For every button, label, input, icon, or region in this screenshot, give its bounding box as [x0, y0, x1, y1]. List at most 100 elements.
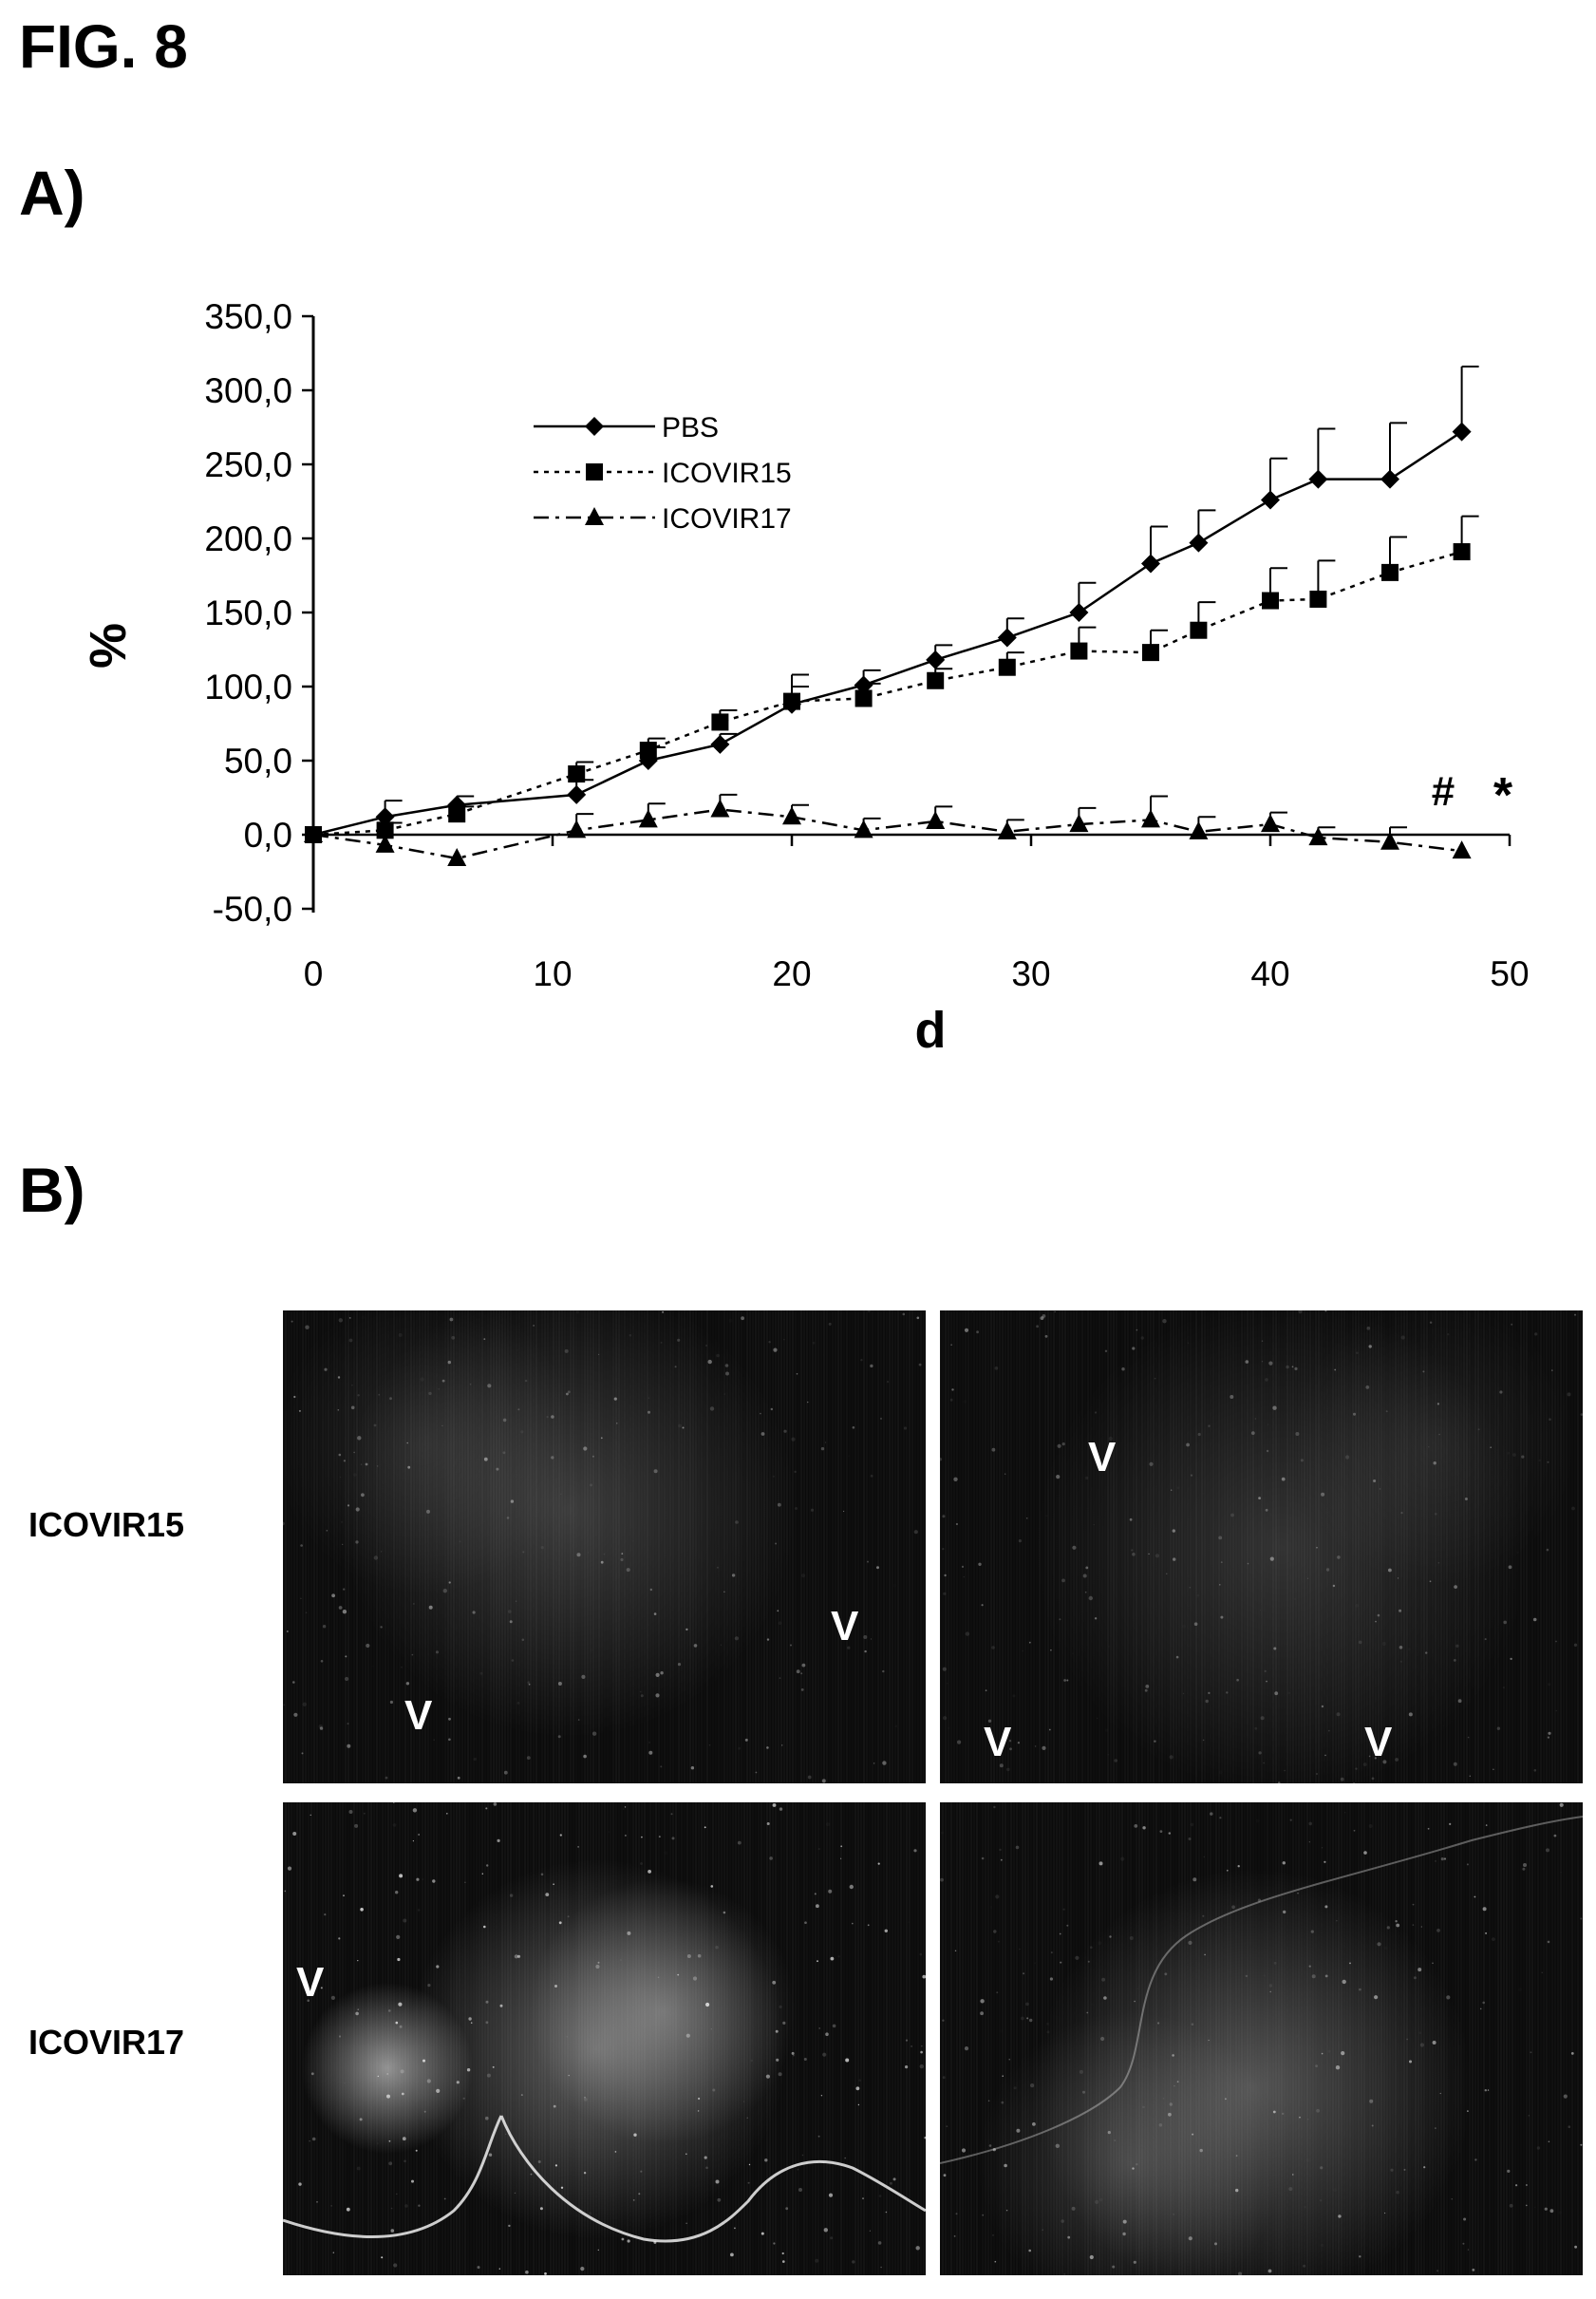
speckle	[1482, 1907, 1487, 1912]
speckle	[343, 1894, 345, 1897]
speckle	[533, 1325, 535, 1327]
speckle	[1522, 1867, 1526, 1871]
tissue-glow	[283, 1310, 577, 1595]
speckle	[1084, 1591, 1087, 1593]
y-tick-label: 50,0	[224, 742, 292, 781]
speckle	[566, 1392, 569, 1396]
speckle	[1422, 1370, 1425, 1373]
speckle	[778, 2072, 782, 2077]
speckle	[1063, 1679, 1066, 1682]
speckle	[516, 1702, 520, 1705]
microscopy-texture	[940, 1802, 1583, 2275]
speckle	[1574, 1313, 1576, 1316]
speckle	[822, 2052, 827, 2057]
speckle	[953, 1477, 958, 1481]
speckle	[690, 1766, 695, 1770]
speckle	[820, 1446, 825, 1451]
speckle	[583, 2172, 587, 2175]
speckle	[778, 1621, 782, 1625]
speckle	[1467, 2249, 1470, 2251]
speckle	[900, 1724, 902, 1725]
speckle	[1048, 1728, 1051, 1731]
speckle	[381, 2256, 384, 2259]
speckle	[338, 2035, 342, 2038]
speckle	[1336, 1712, 1341, 1717]
speckle	[516, 1349, 518, 1352]
speckle	[1016, 2128, 1021, 2133]
speckle	[337, 1409, 340, 1411]
speckle	[999, 1848, 1002, 1852]
speckle	[715, 1946, 719, 1950]
microscopy-texture	[940, 1310, 1583, 1783]
speckle	[1199, 2148, 1203, 2153]
data-point	[710, 799, 730, 818]
y-tick-label: 150,0	[204, 594, 292, 632]
speckle	[400, 2069, 404, 2074]
speckle	[877, 1862, 880, 1865]
speckle	[992, 2234, 994, 2236]
speckle	[1132, 2167, 1135, 2170]
speckle	[566, 2035, 569, 2038]
speckle	[1335, 2065, 1341, 2070]
speckle	[1437, 1562, 1440, 1564]
speckle	[310, 1814, 311, 1816]
speckle	[1435, 1860, 1436, 1862]
speckle	[685, 2222, 687, 2224]
data-point	[1261, 490, 1280, 510]
speckle	[1112, 2265, 1116, 2269]
speckle	[392, 1823, 397, 1827]
y-tick-label: -50,0	[213, 890, 292, 929]
speckle	[590, 1649, 593, 1652]
speckle	[1282, 2112, 1285, 2116]
speckle	[1018, 1539, 1022, 1543]
speckle	[775, 2029, 779, 2033]
speckle	[1040, 1316, 1044, 1320]
speckle	[876, 1566, 879, 1570]
speckle	[1355, 1604, 1359, 1608]
speckle	[398, 1332, 403, 1337]
speckle	[1105, 1728, 1109, 1732]
speckle	[1061, 1442, 1065, 1446]
speckle	[1108, 1436, 1113, 1442]
speckle	[508, 2224, 511, 2228]
speckle	[677, 1338, 681, 1342]
speckle	[1567, 1392, 1571, 1397]
speckle	[1511, 1323, 1513, 1326]
speckle	[1341, 2051, 1345, 2056]
speckle	[766, 1822, 770, 1825]
speckle	[356, 2166, 361, 2171]
speckle	[1371, 1777, 1375, 1781]
speckle	[305, 1611, 308, 1613]
speckle	[794, 1470, 797, 1474]
speckle	[1182, 1692, 1185, 1695]
speckle	[486, 2073, 491, 2078]
speckle	[1515, 2184, 1518, 2187]
speckle	[1132, 1347, 1136, 1350]
speckle	[820, 2095, 823, 2097]
speckle	[1142, 1826, 1146, 1830]
speckle	[355, 2011, 359, 2016]
speckle	[284, 1890, 287, 1893]
speckle	[708, 1743, 711, 1746]
speckle	[1091, 2003, 1094, 2006]
speckle	[877, 2241, 882, 2245]
speckle	[1049, 1977, 1053, 1981]
speckle	[916, 1316, 920, 1320]
speckle	[848, 1456, 849, 1457]
data-point	[926, 650, 946, 669]
speckle	[1425, 1651, 1428, 1654]
speckle	[946, 1682, 948, 1685]
speckle	[1231, 1905, 1235, 1910]
speckle	[870, 1364, 873, 1368]
speckle	[1409, 2060, 1412, 2063]
speckle	[1197, 1432, 1201, 1437]
speckle	[1363, 1851, 1367, 1855]
x-tick-label: 50	[1490, 954, 1529, 993]
speckle	[1399, 1660, 1402, 1663]
speckle	[1547, 1460, 1549, 1463]
speckle	[488, 2153, 493, 2157]
speckle	[584, 2098, 588, 2101]
speckle	[828, 1889, 833, 1894]
speckle	[760, 1412, 761, 1415]
tissue-border	[283, 2115, 926, 2243]
